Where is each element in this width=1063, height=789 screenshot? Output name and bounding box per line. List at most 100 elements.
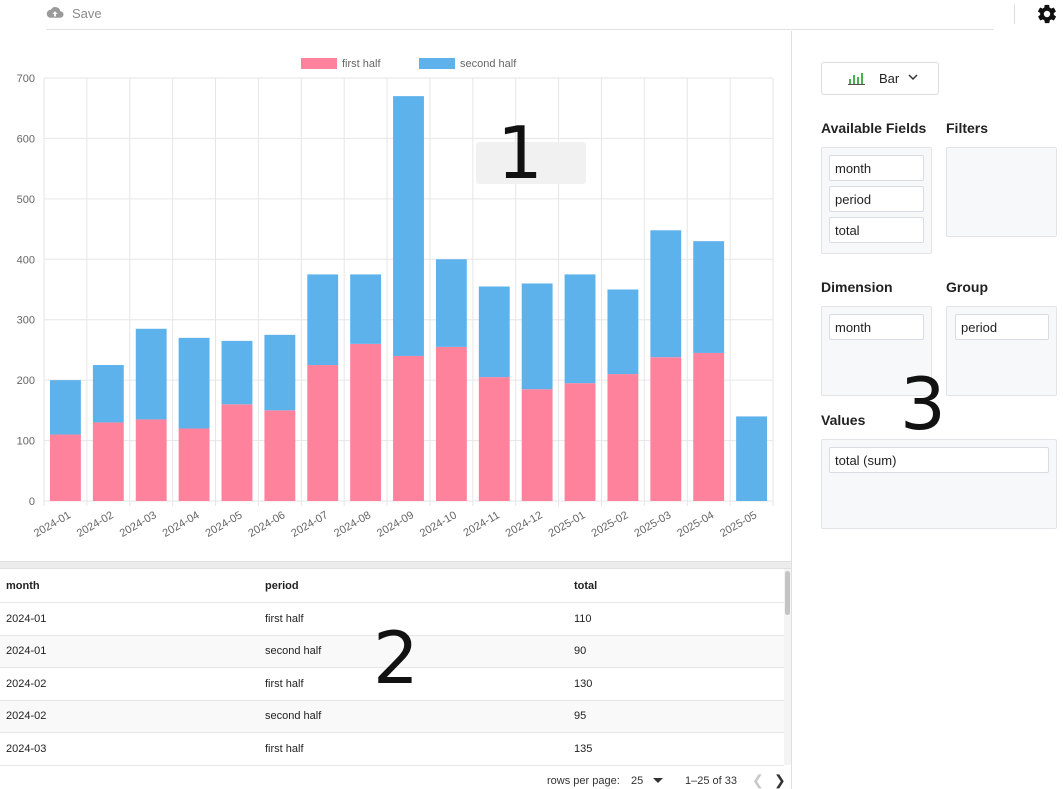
bar-first-half-2024-04 [178,428,210,501]
bar-second-half-2024-03 [135,328,167,420]
y-tick-label: 0 [29,496,35,508]
cell-period: second half [265,645,322,658]
chevron-left-icon[interactable]: ❮ [752,772,764,788]
save-button[interactable]: Save [46,3,102,23]
chevron-right-icon[interactable]: ❯ [774,772,786,788]
annotation-1-backdrop [476,142,586,184]
table-row[interactable]: 2024-02 first half 130 [0,668,784,701]
x-tick-label: 2025-04 [675,509,716,540]
annotation-1: 1 [497,111,543,195]
cell-period: second half [265,710,322,723]
chart-type-select[interactable]: Bar [821,62,939,95]
y-tick-label: 700 [17,73,35,85]
group-chip-period[interactable]: period [955,314,1049,340]
filters-title: Filters [946,120,989,136]
cell-month: 2024-01 [6,645,47,658]
filters-zone[interactable] [946,147,1057,237]
rows-per-page-select[interactable]: 25 [631,775,644,787]
dimension-zone[interactable]: month [821,306,932,396]
x-tick-label: 2024-05 [204,509,245,540]
x-tick-label: 2024-09 [375,509,416,540]
dimension-chip-month[interactable]: month [829,314,924,340]
bar-second-half-2024-09 [393,96,424,356]
toolbar-rule [46,29,994,30]
page-range: 1–25 of 33 [685,775,737,787]
bar-first-half-2024-05 [221,404,253,501]
data-table: month period total 2024-01 first half 11… [0,569,784,766]
bar-first-half-2024-12 [521,389,553,501]
y-tick-label: 100 [17,436,35,448]
cell-month: 2024-02 [6,710,47,723]
dimension-title: Dimension [821,279,893,295]
annotation-3: 3 [900,362,946,446]
x-tick-label: 2025-03 [632,509,673,540]
cell-period: first half [265,612,304,625]
toolbar-divider [1014,4,1015,24]
horizontal-splitter[interactable] [0,561,791,569]
bar-second-half-2024-11 [478,286,510,378]
bar-first-half-2025-03 [650,357,682,501]
group-title: Group [946,279,988,295]
legend-label-first-half: first half [342,58,381,70]
table-row[interactable]: 2024-01 first half 110 [0,603,784,636]
bar-second-half-2024-02 [92,365,124,423]
bar-second-half-2024-10 [435,259,467,347]
bar-first-half-2024-10 [435,346,467,501]
bar-second-half-2025-05 [736,416,767,501]
cloud-upload-icon [46,7,64,18]
annotation-2: 2 [373,616,419,700]
bar-first-half-2024-07 [307,365,339,501]
y-tick-label: 300 [17,315,35,327]
scrollbar-thumb[interactable] [785,571,790,615]
cell-month: 2024-03 [6,742,47,755]
column-header-total[interactable]: total [574,579,598,592]
bar-first-half-2025-02 [607,374,639,501]
table-header-row: month period total [0,569,784,603]
gear-icon[interactable] [1036,3,1058,25]
field-chip-total[interactable]: total [829,217,924,243]
toolbar: Save [0,0,1063,30]
x-tick-label: 2024-12 [504,509,545,540]
values-title: Values [821,412,866,428]
legend-label-second-half: second half [460,58,517,70]
cell-period: first half [265,677,304,690]
group-zone[interactable]: period [946,306,1057,396]
panel-divider[interactable] [791,31,792,789]
available-fields-zone[interactable]: month period total [821,147,932,254]
column-header-month[interactable]: month [6,579,40,592]
y-tick-label: 400 [17,254,35,266]
column-header-period[interactable]: period [265,579,299,592]
x-tick-label: 2024-11 [462,509,502,539]
table-row[interactable]: 2024-01 second half 90 [0,635,784,668]
value-chip-total-sum[interactable]: total (sum) [829,447,1049,473]
values-zone[interactable]: total (sum) [821,439,1057,529]
bar-first-half-2024-06 [264,410,296,501]
chevron-down-icon [908,74,918,81]
pagination: rows per page: 25 1–25 of 33 ❮ ❯ [0,768,791,789]
bar-first-half-2024-01 [50,434,81,501]
available-fields-title: Available Fields [821,120,927,136]
rows-per-page-label: rows per page: [547,775,620,787]
bar-second-half-2025-04 [693,241,725,353]
field-chip-month[interactable]: month [829,155,924,181]
legend-swatch-first-half [301,58,337,69]
bar-second-half-2024-01 [50,380,81,435]
bar-second-half-2024-08 [350,274,382,344]
x-tick-label: 2024-01 [32,509,73,540]
bar-second-half-2025-02 [607,289,639,375]
table-row[interactable]: 2024-03 first half 135 [0,733,784,766]
field-chip-period[interactable]: period [829,186,924,212]
cell-total: 130 [574,677,593,690]
table-row[interactable]: 2024-02 second half 95 [0,700,784,733]
table-scrollbar[interactable] [784,569,791,765]
cell-total: 135 [574,742,593,755]
y-tick-label: 500 [17,194,35,206]
cell-month: 2024-02 [6,677,47,690]
bar-second-half-2024-12 [521,283,553,390]
x-tick-label: 2024-03 [118,509,159,540]
cell-total: 90 [574,645,587,658]
cell-period: first half [265,742,304,755]
caret-down-icon[interactable] [653,778,663,783]
bar-second-half-2024-07 [307,274,339,366]
